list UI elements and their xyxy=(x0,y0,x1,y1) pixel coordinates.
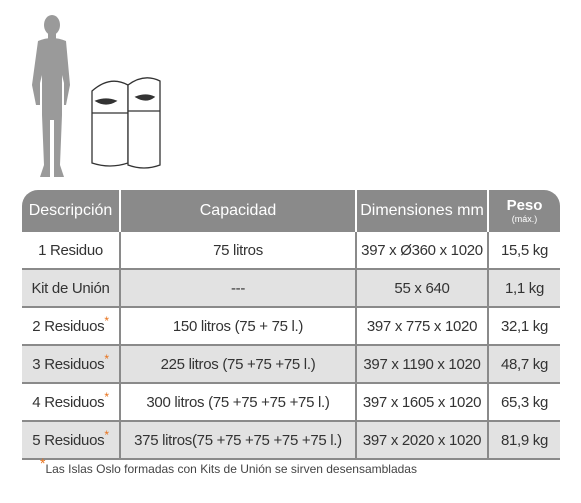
header-capacity: Capacidad xyxy=(119,190,356,232)
cell-weight: 81,9 kg xyxy=(487,421,560,460)
cell-description: Kit de Unión xyxy=(22,269,120,308)
cell-dimensions: 397 x 1190 x 1020 xyxy=(355,345,488,384)
footnote-text: Las Islas Oslo formadas con Kits de Unió… xyxy=(45,462,417,476)
footnote-asterisk: * xyxy=(40,455,46,471)
cell-weight: 32,1 kg xyxy=(487,307,560,346)
bin-illustration-icon xyxy=(91,77,161,169)
header-dimensions: Dimensiones mm xyxy=(355,190,488,232)
cell-capacity: --- xyxy=(119,269,356,308)
cell-description: 1 Residuo xyxy=(22,232,120,270)
cell-capacity: 225 litros (75 +75 +75 l.) xyxy=(119,345,356,384)
table-row: 2 Residuos* 150 litros (75 + 75 l.) 397 … xyxy=(22,307,560,346)
cell-dimensions: 55 x 640 xyxy=(355,269,488,308)
cell-weight: 1,1 kg xyxy=(487,269,560,308)
footnote: *Las Islas Oslo formadas con Kits de Uni… xyxy=(40,456,417,476)
cell-dimensions: 397 x 2020 x 1020 xyxy=(355,421,488,460)
cell-dimensions: 397 x 775 x 1020 xyxy=(355,307,488,346)
specifications-table: Descripción Capacidad Dimensiones mm Pes… xyxy=(22,190,560,460)
cell-dimensions: 397 x 1605 x 1020 xyxy=(355,383,488,422)
cell-weight: 15,5 kg xyxy=(487,232,560,270)
product-illustration xyxy=(32,15,161,177)
table-row: 5 Residuos* 375 litros(75 +75 +75 +75 +7… xyxy=(22,421,560,460)
header-description: Descripción xyxy=(22,190,120,232)
cell-description: 3 Residuos* xyxy=(22,345,120,384)
header-weight: Peso (máx.) xyxy=(487,190,560,232)
cell-description: 2 Residuos* xyxy=(22,307,120,346)
table-row: 4 Residuos* 300 litros (75 +75 +75 +75 l… xyxy=(22,383,560,422)
table-row: 3 Residuos* 225 litros (75 +75 +75 l.) 3… xyxy=(22,345,560,384)
cell-capacity: 300 litros (75 +75 +75 +75 l.) xyxy=(119,383,356,422)
cell-capacity: 75 litros xyxy=(119,232,356,270)
header-weight-sub: (máx.) xyxy=(511,213,538,224)
cell-weight: 65,3 kg xyxy=(487,383,560,422)
cell-capacity: 375 litros(75 +75 +75 +75 +75 l.) xyxy=(119,421,356,460)
person-silhouette-icon xyxy=(32,15,70,177)
cell-weight: 48,7 kg xyxy=(487,345,560,384)
table-row: 1 Residuo 75 litros 397 x Ø360 x 1020 15… xyxy=(22,232,560,270)
header-weight-label: Peso xyxy=(506,196,543,214)
cell-description: 4 Residuos* xyxy=(22,383,120,422)
cell-description: 5 Residuos* xyxy=(22,421,120,460)
table-row: Kit de Unión --- 55 x 640 1,1 kg xyxy=(22,269,560,308)
cell-dimensions: 397 x Ø360 x 1020 xyxy=(355,232,488,270)
table-header-row: Descripción Capacidad Dimensiones mm Pes… xyxy=(22,190,560,232)
cell-capacity: 150 litros (75 + 75 l.) xyxy=(119,307,356,346)
